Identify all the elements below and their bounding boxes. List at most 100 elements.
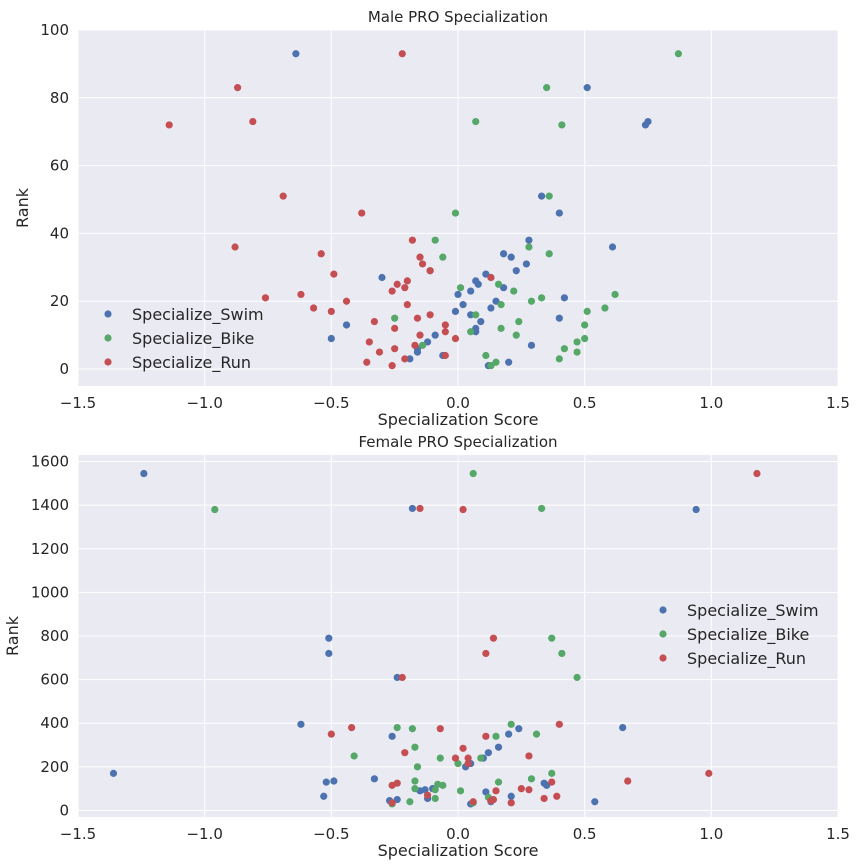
- data-point-run: [418, 260, 427, 268]
- data-point-run: [327, 730, 335, 738]
- series-run: [165, 50, 495, 370]
- data-point-bike: [512, 331, 520, 339]
- data-point-bike: [472, 117, 480, 126]
- data-point-swim: [378, 273, 386, 282]
- data-point-bike: [451, 209, 460, 217]
- y-axis-label: Rank: [13, 187, 32, 228]
- data-point-bike: [527, 297, 536, 305]
- data-point-swim: [431, 331, 439, 339]
- data-point-run: [297, 290, 305, 299]
- female-pro-chart: −1.5 −1.0 −0.5 0.0 0.5 1.0 1.5 0 200 400 600 800 100…: [3, 433, 850, 860]
- data-point-swim: [474, 280, 482, 288]
- data-point-run: [705, 769, 713, 777]
- data-point-bike: [431, 236, 439, 244]
- y-tick-label: 1000: [31, 583, 69, 601]
- data-point-bike: [469, 469, 477, 478]
- data-point-swim: [413, 348, 422, 356]
- data-point-bike: [558, 649, 566, 658]
- x-tick-label: 1.5: [826, 825, 850, 843]
- data-point-bike: [350, 752, 358, 760]
- data-point-run: [436, 725, 444, 733]
- data-point-run: [330, 270, 338, 278]
- data-point-bike: [573, 338, 581, 346]
- data-point-run: [403, 301, 411, 309]
- data-point-swim: [454, 290, 462, 299]
- data-point-swim: [477, 317, 485, 326]
- y-tick-label: 800: [40, 627, 69, 645]
- data-point-run: [553, 792, 561, 800]
- data-point-run: [317, 250, 325, 258]
- data-point-bike: [494, 778, 503, 786]
- data-point-swim: [320, 792, 328, 800]
- data-point-run: [401, 355, 409, 363]
- data-point-bike: [436, 754, 444, 762]
- data-point-run: [441, 321, 449, 329]
- y-tick-label: 60: [50, 157, 69, 175]
- data-point-bike: [573, 673, 581, 682]
- data-point-run: [424, 791, 432, 799]
- data-point-run: [348, 723, 356, 732]
- data-point-bike: [560, 345, 569, 353]
- x-tick-label: −1.5: [60, 825, 96, 843]
- legend-label-bike: Specialize_Bike: [687, 625, 809, 645]
- data-point-bike: [510, 287, 518, 295]
- data-point-run: [391, 324, 399, 332]
- data-point-run: [403, 277, 411, 285]
- data-point-bike: [545, 250, 553, 258]
- data-point-run: [459, 505, 467, 514]
- data-point-bike: [532, 730, 541, 738]
- data-point-swim: [467, 311, 475, 319]
- legend-marker-run: [659, 654, 667, 662]
- data-point-bike: [411, 785, 419, 793]
- data-point-run: [624, 777, 632, 785]
- data-point-bike: [515, 317, 523, 326]
- x-tick-label: −0.5: [313, 825, 349, 843]
- x-axis-label: Specialization Score: [378, 410, 539, 429]
- x-tick-label: −1.0: [186, 825, 222, 843]
- data-point-bike: [454, 759, 462, 768]
- data-point-run: [507, 799, 515, 807]
- data-point-bike: [482, 351, 490, 360]
- data-point-run: [310, 304, 318, 312]
- y-tick-label: 100: [40, 21, 69, 39]
- y-tick-label: 20: [50, 292, 69, 310]
- data-point-bike: [558, 121, 566, 129]
- data-point-swim: [482, 270, 490, 278]
- legend: Specialize_Swim Specialize_Bike Specialize…: [104, 305, 264, 373]
- x-tick-label: −1.5: [60, 394, 96, 412]
- data-point-run: [555, 720, 563, 728]
- data-point-bike: [538, 504, 546, 513]
- data-point-bike: [411, 777, 419, 785]
- data-point-run: [416, 331, 424, 339]
- y-tick-label: 1200: [31, 540, 69, 558]
- data-point-swim: [527, 341, 536, 349]
- y-tick-label: 40: [50, 224, 69, 242]
- x-axis-label: Specialization Score: [378, 841, 539, 860]
- data-point-bike: [581, 334, 589, 343]
- data-point-run: [401, 749, 409, 757]
- data-point-bike: [555, 355, 563, 363]
- data-point-run: [261, 294, 270, 302]
- data-point-swim: [525, 236, 533, 244]
- data-point-run: [441, 328, 449, 336]
- data-point-run: [388, 287, 396, 295]
- data-point-run: [358, 209, 366, 217]
- legend-marker-bike: [659, 630, 667, 638]
- data-point-bike: [439, 781, 447, 789]
- data-point-run: [540, 794, 548, 803]
- data-point-run: [408, 236, 416, 244]
- data-point-swim: [505, 730, 513, 738]
- data-point-swim: [641, 121, 650, 129]
- data-point-run: [413, 314, 422, 322]
- data-point-swim: [325, 634, 333, 642]
- series-run: [327, 469, 761, 807]
- x-tick-label: −1.0: [186, 394, 222, 412]
- data-point-swim: [467, 287, 475, 295]
- data-point-swim: [555, 314, 563, 322]
- data-point-run: [451, 754, 460, 762]
- data-point-run: [464, 754, 472, 762]
- data-point-swim: [484, 749, 492, 757]
- data-point-run: [388, 362, 396, 370]
- data-point-bike: [467, 328, 475, 336]
- data-point-swim: [487, 304, 495, 312]
